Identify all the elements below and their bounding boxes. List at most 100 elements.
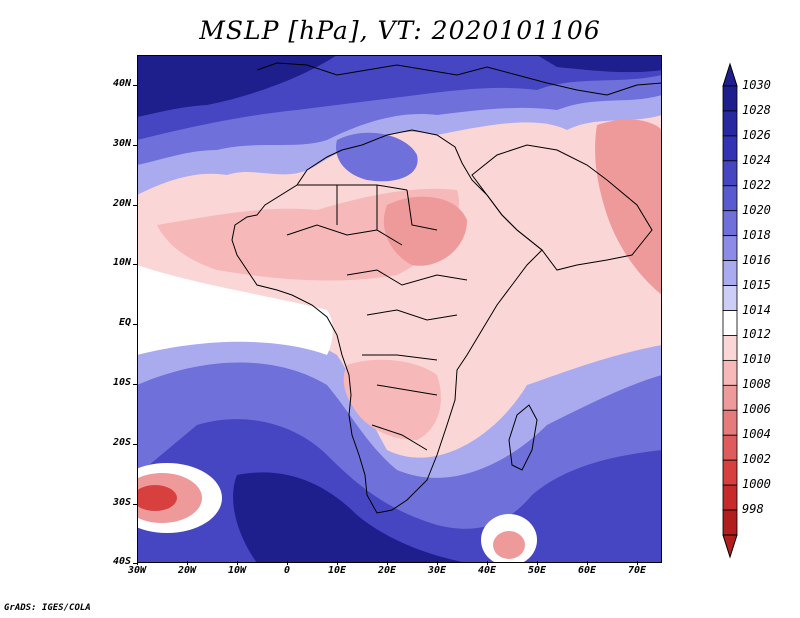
- colorbar-label: 998: [742, 502, 764, 517]
- field-indian-high: [546, 467, 655, 533]
- longitude-tick: [487, 561, 488, 565]
- africa-coastline: [231, 129, 543, 514]
- longitude-tick: [287, 561, 288, 565]
- pressure-field: [137, 55, 662, 563]
- latitude-label: 10N: [112, 257, 131, 269]
- colorbar-label: 1024: [742, 152, 771, 167]
- colorbar-swatch: [722, 359, 738, 386]
- colorbar-swatch: [722, 384, 738, 411]
- field-arabia-low: [595, 119, 662, 295]
- arabia-coastline: [471, 144, 653, 271]
- longitude-tick: [237, 561, 238, 565]
- colorbar-label: 1030: [742, 78, 771, 92]
- latitude-tick: [133, 324, 137, 326]
- sahara-borders: [286, 184, 438, 246]
- longitude-label: 70E: [627, 565, 647, 576]
- longitude-tick: [437, 561, 438, 565]
- colorbar-top-arrow: [722, 62, 738, 87]
- longitude-tick: [537, 561, 538, 565]
- colorbar-swatch: [722, 235, 738, 262]
- latitude-tick: [133, 204, 137, 206]
- longitude-tick: [137, 561, 138, 565]
- colorbar-label: 1028: [742, 102, 771, 117]
- latitude-label: 30S: [112, 496, 131, 508]
- colorbar-label: 1015: [742, 277, 771, 292]
- central-borders: [346, 269, 468, 451]
- colorbar-swatch: [722, 135, 738, 162]
- latitude-tick: [133, 503, 137, 505]
- longitude-label: 10E: [327, 565, 347, 576]
- colorbar-swatch: [722, 210, 738, 237]
- colorbar-label: 1018: [742, 227, 771, 242]
- pressure-map: [137, 55, 662, 563]
- field-sudan-low: [383, 196, 467, 266]
- field-neutral-band: [137, 265, 333, 355]
- colorbar-label: 1016: [742, 252, 771, 267]
- latitude-tick: [133, 443, 137, 445]
- colorbar-label: 1008: [742, 377, 771, 392]
- longitude-label: 50E: [527, 565, 547, 576]
- longitude-label: 40E: [477, 565, 497, 576]
- colorbar-label: 1014: [742, 302, 771, 317]
- latitude-label: EQ: [118, 317, 131, 329]
- longitude-label: 60E: [577, 565, 597, 576]
- colorbar-swatch: [722, 260, 738, 286]
- colorbar-label: 1012: [742, 327, 771, 342]
- chart-title: MSLP [hPa], VT: 2020101106: [199, 16, 601, 45]
- longitude-label: 30E: [427, 565, 447, 576]
- longitude-tick: [387, 561, 388, 565]
- latitude-tick: [133, 384, 137, 385]
- colorbar-swatch: [722, 484, 738, 511]
- latitude-label: 40S: [112, 556, 131, 568]
- colorbar-label: 1010: [742, 352, 771, 367]
- colorbar-label: 1002: [742, 452, 771, 467]
- field-southern-africa-low: [343, 359, 441, 440]
- coastlines: [231, 62, 662, 514]
- colorbar-swatch: [722, 335, 738, 361]
- field-northern-core: [137, 55, 337, 117]
- map-frame: [137, 55, 662, 563]
- latitude-label: 30N: [112, 137, 131, 149]
- field-sahara-high: [336, 132, 418, 182]
- colorbar-label: 1022: [742, 177, 771, 192]
- colorbar-swatch: [722, 85, 738, 112]
- colorbar-swatch: [722, 285, 738, 311]
- field-southern-core: [233, 472, 467, 563]
- madagascar-coastline: [508, 404, 538, 471]
- colorbar-swatch: [722, 459, 738, 486]
- latitude-label: 10S: [112, 377, 131, 388]
- colorbar-swatch: [722, 110, 738, 137]
- colorbar-bottom-arrow: [722, 534, 738, 559]
- field-sahel-low: [157, 188, 459, 281]
- longitude-tick: [187, 561, 188, 565]
- latitude-label: 40N: [112, 78, 131, 89]
- longitude-label: 20E: [377, 565, 397, 576]
- colorbar-swatch: [722, 310, 738, 336]
- field-indian-low: [493, 531, 525, 559]
- longitude-label: 20W: [177, 565, 197, 576]
- credit-text: GrADS: IGES/COLA: [4, 603, 91, 613]
- latitude-tick: [133, 144, 137, 146]
- latitude-tick: [133, 563, 137, 565]
- latitude-label: 20S: [112, 436, 131, 448]
- longitude-tick: [337, 561, 338, 565]
- longitude-tick: [587, 561, 588, 565]
- colorbar-swatch: [722, 434, 738, 461]
- field-arabia-high: [537, 55, 662, 73]
- latitude-label: 20N: [112, 197, 131, 209]
- colorbar-swatch: [722, 160, 738, 187]
- colorbar-label: 1006: [742, 402, 771, 417]
- field-atlantic-low: [137, 485, 177, 511]
- latitude-tick: [133, 264, 137, 266]
- latitude-tick: [133, 85, 137, 86]
- longitude-label: 30W: [127, 565, 147, 576]
- colorbar-swatch: [722, 185, 738, 212]
- europe-coastline: [256, 62, 662, 96]
- country-borders: [231, 62, 662, 514]
- colorbar-label: 1000: [742, 477, 771, 492]
- colorbar-label: 1026: [742, 127, 771, 142]
- longitude-label: 0: [283, 565, 291, 576]
- longitude-tick: [637, 561, 638, 565]
- colorbar-label: 1004: [742, 427, 771, 442]
